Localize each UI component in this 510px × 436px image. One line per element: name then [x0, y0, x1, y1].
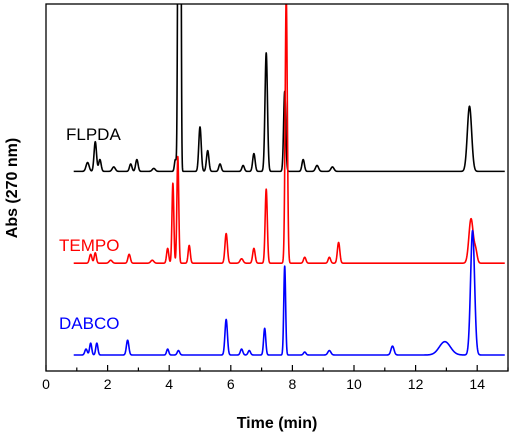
series-line-tempo: [73, 4, 506, 264]
x-tick-label: 6: [227, 376, 235, 392]
plot-frame: [45, 3, 509, 372]
x-tick-label: 8: [289, 376, 297, 392]
series-label-tempo: TEMPO: [59, 236, 119, 255]
x-tick-label: 10: [346, 376, 362, 392]
x-tick-label: 4: [165, 376, 173, 392]
x-tick-label: 14: [469, 376, 485, 392]
x-tick-label: 0: [42, 376, 50, 392]
x-tick-label: 2: [104, 376, 112, 392]
x-tick-label: 12: [408, 376, 424, 392]
plot-area: [73, 4, 506, 356]
y-axis-title: Abs (270 nm): [4, 138, 21, 238]
series-label-flpda: FLPDA: [66, 125, 121, 144]
series-line-flpda: [73, 4, 506, 173]
x-axis-title: Time (min): [237, 415, 318, 432]
series-label-dabco: DABCO: [59, 314, 119, 333]
x-axis-ticks: 0 2 4 6 8 10 12 14: [42, 365, 509, 392]
series-line-dabco: [73, 229, 506, 356]
